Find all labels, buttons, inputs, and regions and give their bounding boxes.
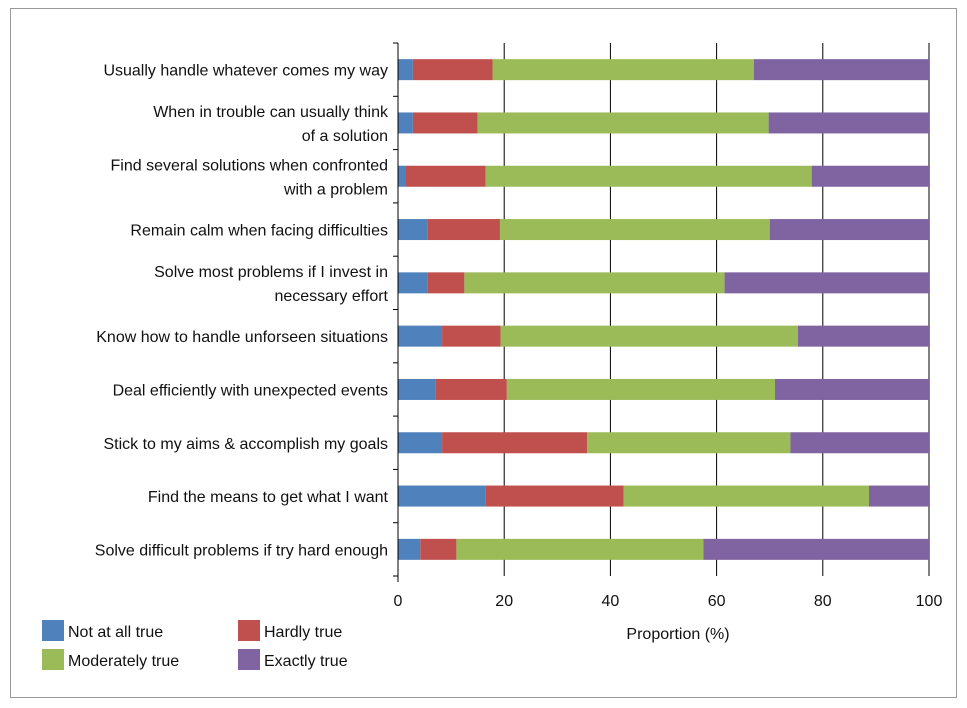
category-label-line: of a solution [302,128,388,145]
bar-segment-moderately-true-6 [500,325,798,347]
category-label-line: Usually handle whatever comes my way [103,63,388,80]
category-label-line: Stick to my aims & accomplish my goals [103,436,388,453]
category-label-line: Deal efficiently with unexpected events [113,382,388,399]
legend-swatch-hardly-true [238,620,260,641]
category-label-line: necessary effort [274,288,388,305]
stacked-bar-chart: Usually handle whatever comes my way When… [42,42,943,670]
bar-segment-hardly-true-7 [435,378,507,400]
x-tick-label-0: 0 [394,593,403,610]
bar-segment-hardly-true-10 [420,538,457,560]
category-label-line: Solve most problems if I invest in [154,264,388,281]
bar-segment-exactly-true-8 [790,432,929,454]
category-label-line: with a problem [283,181,388,198]
bar-segment-exactly-true-3 [811,165,929,187]
bar-segment-moderately-true-7 [506,378,776,400]
bars [398,59,929,560]
x-tick-label-40: 40 [602,593,620,610]
bar-segment-not-at-all-true-8 [398,432,443,454]
bar-segment-not-at-all-true-10 [398,538,421,560]
bar-segment-exactly-true-6 [797,325,929,347]
legend-label-exactly-true: Exactly true [264,653,348,670]
category-label-line: Solve difficult problems if try hard eno… [95,542,388,559]
x-tick-labels: 0 20 40 60 80 100 [394,593,943,610]
category-label-4: Remain calm when facing difficulties [130,223,388,240]
legend-swatch-exactly-true [238,649,260,670]
x-tick-label-100: 100 [916,593,943,610]
bar-segment-hardly-true-9 [485,485,624,507]
category-label-line: Know how to handle unforseen situations [96,329,388,346]
bar-segment-hardly-true-3 [405,165,486,187]
bar-segment-exactly-true-7 [775,378,929,400]
bar-segment-moderately-true-5 [464,272,725,294]
category-label-2: When in trouble can usually think of a so… [153,104,389,145]
bar-segment-not-at-all-true-7 [398,378,436,400]
bar-segment-hardly-true-6 [442,325,501,347]
x-axis-title: Proportion (%) [626,626,729,643]
bar-segment-exactly-true-2 [768,112,929,134]
bar-segment-hardly-true-2 [412,112,478,134]
chart-frame: Usually handle whatever comes my way When… [10,8,957,698]
x-tick-label-60: 60 [708,593,726,610]
bar-segment-not-at-all-true-6 [398,325,443,347]
legend-label-not-at-all-true: Not at all true [68,624,163,641]
bar-segment-moderately-true-8 [587,432,791,454]
category-label-9: Find the means to get what I want [148,489,389,506]
category-label-line: Find several solutions when confronted [111,157,389,174]
category-label-line: Find the means to get what I want [148,489,389,506]
category-label-line: When in trouble can usually think [153,104,389,121]
category-label-6: Know how to handle unforseen situations [96,329,388,346]
category-label-line: Remain calm when facing difficulties [130,223,388,240]
bar-segment-not-at-all-true-4 [398,219,428,241]
x-tick-label-80: 80 [814,593,832,610]
bar-segment-not-at-all-true-2 [398,112,413,134]
bar-segment-exactly-true-5 [724,272,929,294]
legend-label-hardly-true: Hardly true [264,624,342,641]
category-label-1: Usually handle whatever comes my way [103,63,388,80]
category-label-8: Stick to my aims & accomplish my goals [103,436,388,453]
bar-segment-hardly-true-1 [412,59,493,81]
category-labels: Usually handle whatever comes my way When… [95,63,389,560]
bar-segment-hardly-true-8 [442,432,588,454]
bar-segment-not-at-all-true-3 [398,165,406,187]
x-tick-label-20: 20 [495,593,513,610]
legend-swatch-not-at-all-true [42,620,64,641]
bar-segment-hardly-true-4 [427,219,500,241]
bar-segment-not-at-all-true-9 [398,485,486,507]
bar-segment-hardly-true-5 [427,272,465,294]
bar-segment-moderately-true-9 [623,485,869,507]
bar-segment-exactly-true-10 [703,538,929,560]
bar-segment-moderately-true-1 [492,59,754,81]
bar-segment-exactly-true-4 [769,219,929,241]
bar-segment-exactly-true-9 [868,485,929,507]
category-label-10: Solve difficult problems if try hard eno… [95,542,388,559]
bar-segment-moderately-true-2 [477,112,769,134]
category-label-7: Deal efficiently with unexpected events [113,382,388,399]
legend: Not at all true Hardly true Moderately tru… [42,620,348,670]
legend-swatch-moderately-true [42,649,64,670]
category-label-5: Solve most problems if I invest in necess… [154,264,388,305]
category-label-3: Find several solutions when confronted wi… [111,157,389,198]
bar-segment-not-at-all-true-1 [398,59,413,81]
legend-label-moderately-true: Moderately true [68,653,179,670]
bar-segment-moderately-true-4 [499,219,770,241]
bar-segment-moderately-true-3 [485,165,812,187]
bar-segment-not-at-all-true-5 [398,272,428,294]
bar-segment-moderately-true-10 [456,538,704,560]
bar-segment-exactly-true-1 [753,59,929,81]
axes [393,42,399,582]
